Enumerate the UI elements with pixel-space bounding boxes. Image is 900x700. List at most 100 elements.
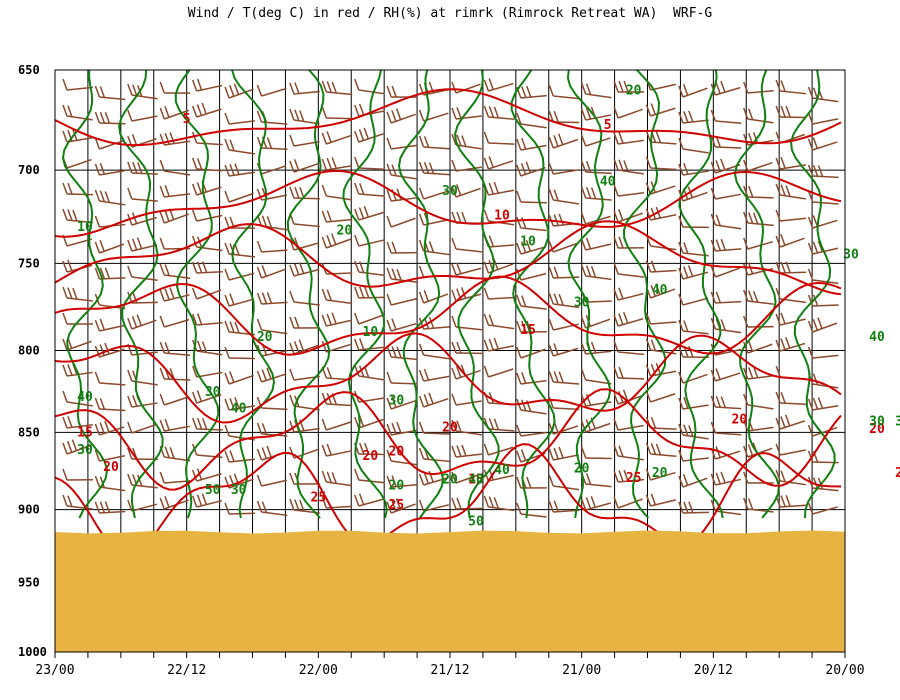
temperature-isotherm (55, 169, 842, 238)
wind-barb-flag (289, 134, 295, 147)
wind-barb-flag (807, 346, 814, 359)
wind-barb-flag (785, 185, 791, 197)
rh-contour-label: 30 (574, 295, 590, 310)
wind-barb (617, 191, 644, 197)
wind-barb-flag (483, 313, 490, 326)
wind-barb-flag (618, 159, 624, 172)
temperature-contour-label: 20 (732, 413, 748, 428)
wind-barb-flag (817, 317, 823, 329)
wind-barb-flag (289, 446, 295, 459)
wind-barb-flag (747, 108, 754, 120)
wind-barb-flag (396, 421, 402, 434)
wind-barb-flag (94, 189, 101, 202)
wind-barb-flag (418, 343, 425, 356)
wind-barb-flag (645, 364, 652, 377)
wind-barb-flag (613, 236, 619, 249)
wind-barb-flag (720, 80, 726, 93)
wind-barb-flag (812, 241, 819, 254)
wind-barb-flag (418, 187, 425, 200)
wind-barb-flag (72, 287, 78, 300)
wind-barb-flag (553, 371, 559, 383)
wind-barb-flag (585, 107, 592, 120)
wind-barb-flag (256, 188, 263, 201)
wind-barb-flag (710, 239, 717, 252)
wind-barb-flag (456, 420, 462, 432)
wind-barb-flag (516, 502, 522, 515)
rh-contour-label: 20 (626, 84, 642, 99)
wind-barb-flag (196, 340, 203, 352)
wind-barb-flag (590, 496, 597, 508)
wind-barb-flag (613, 132, 619, 145)
wind-barb (326, 421, 352, 431)
wind-barb-flag (331, 157, 337, 169)
rh-contour-label: 50 (468, 515, 484, 530)
wind-barb (390, 217, 416, 228)
wind-barb-flag (456, 262, 462, 274)
wind-barb-flag (780, 156, 786, 169)
wind-barb-flag (62, 78, 68, 91)
wind-barb-flag (618, 209, 624, 221)
rh-contour-label: 40 (77, 390, 93, 405)
wind-barb-flag (386, 345, 392, 358)
wind-barb-flag (191, 365, 198, 378)
wind-barb-flag (807, 86, 814, 99)
rh-contour-label: 20 (257, 330, 273, 345)
wind-barb-flag (548, 344, 554, 357)
wind-barb (812, 426, 838, 437)
wind-barb-flag (720, 238, 727, 251)
wind-barb-flag (289, 264, 295, 277)
wind-barb-flag (326, 367, 333, 379)
wind-barb-flag (710, 421, 717, 434)
wind-barb-flag (386, 267, 392, 280)
wind-barb-flag (775, 417, 781, 430)
wind-barb-flag (67, 441, 73, 453)
wind-barb-flag (520, 449, 527, 461)
wind-barb-flag (196, 390, 203, 402)
wind-barb-flag (655, 131, 662, 143)
wind-barb-flag (687, 265, 694, 277)
wind-barb-flag (553, 266, 559, 279)
wind-barb-flag (294, 263, 300, 276)
wind-barb-flag (386, 423, 392, 436)
wind-barb (99, 139, 125, 150)
wind-barb-flag (775, 235, 781, 248)
wind-barb-flag (159, 237, 165, 250)
wind-barb-flag (159, 471, 165, 484)
wind-barb-flag (580, 316, 587, 329)
wind-barb-flag (483, 469, 490, 482)
wind-barb-flag (261, 215, 268, 227)
wind-barb-flag (650, 103, 656, 115)
wind-barb-flag (127, 317, 133, 330)
wind-barb (812, 354, 839, 359)
wind-barb-flag (516, 216, 522, 229)
wind-barb-flag (715, 214, 721, 226)
wind-barb-flag (229, 450, 235, 462)
wind-barb-flag (418, 447, 425, 460)
temperature-isotherm (55, 220, 842, 296)
wind-barb-flag (127, 161, 133, 174)
wind-barb-flag (775, 261, 781, 274)
rh-contour-label: 20 (442, 472, 458, 487)
wind-barb (196, 142, 223, 146)
wind-barb-flag (743, 445, 749, 458)
wind-barb-flag (321, 340, 328, 353)
wind-barb-flag (812, 373, 819, 385)
wind-barb (488, 296, 515, 300)
wind-barb-flag (553, 135, 559, 147)
wind-barb-flag (553, 214, 559, 226)
wind-barb-flag (224, 268, 230, 281)
wind-barb-flag (451, 419, 457, 432)
wind-barb-flag (201, 341, 208, 353)
wind-barb (326, 117, 353, 120)
wind-barb-flag (748, 212, 754, 224)
wind-barb (617, 273, 644, 278)
wind-barb-flag (613, 418, 619, 431)
wind-barb-flag (261, 423, 268, 435)
wind-barb-flag (516, 372, 522, 385)
wind-barb-flag (321, 132, 328, 145)
wind-barb-flag (580, 238, 587, 251)
wind-barb-flag (488, 314, 495, 326)
wind-barb-flag (201, 261, 208, 273)
wind-barb-flag (683, 501, 689, 514)
wind-barb-flag (516, 346, 522, 359)
